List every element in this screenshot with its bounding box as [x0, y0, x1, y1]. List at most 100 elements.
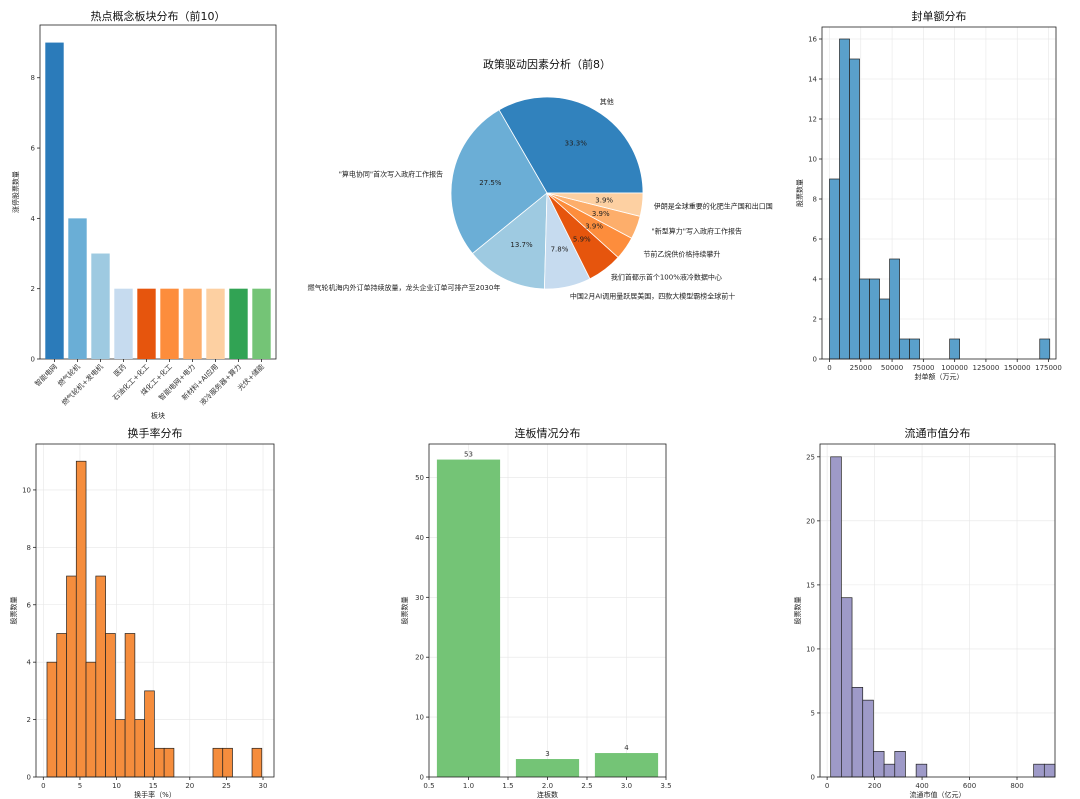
- policy-slice-label: 我们首都示首个100%液冷数据中心: [611, 273, 722, 282]
- float_cap-xlabel: 流通市值（亿元）: [910, 790, 966, 799]
- float_cap-ylabel: 股票数量: [793, 597, 802, 625]
- turnover-ytick-label: 0: [27, 774, 31, 782]
- turnover-bar: [154, 747, 165, 778]
- policy-slice-label: 节前乙烷供价格持续攀升: [643, 249, 720, 258]
- policy-slice-percent: 7.8%: [551, 246, 569, 254]
- seal-axes-frame: [821, 26, 1057, 360]
- concept-chart: 热点概念板块分布（前10）02468涨停股票数量智能电网燃气轮机燃气轮机+发电机…: [11, 9, 277, 420]
- float_cap-title: 流通市值分布: [905, 426, 971, 440]
- streak-xtick-label: 3.0: [621, 782, 632, 790]
- policy-chart: 政策驱动因素分析（前8） 33.3% 其他 27.5% "算电协同"首次写入政府工作报告…: [308, 57, 773, 301]
- turnover-bar: [124, 633, 136, 778]
- seal-chart: 封单额分布 0 2 4 6 8 10 12 14 16 0 25000 50000 75000 100000…: [795, 9, 1062, 381]
- streak-ylabel: 股票数量: [400, 597, 409, 625]
- turnover-axes-frame: [35, 443, 275, 778]
- seal-xtick-label: 0: [827, 364, 831, 372]
- policy-slice-label: 伊朗是全球重要的化肥生产国和出口国: [654, 201, 773, 210]
- turnover-xtick-label: 0: [41, 782, 45, 790]
- policy-slice: [498, 96, 644, 194]
- float_cap-xtick-label: 0: [825, 782, 829, 790]
- seal-title: 封单额分布: [912, 9, 967, 23]
- streak-xtick-label: 2.0: [542, 782, 553, 790]
- float_cap-ytick-label: 15: [806, 581, 815, 589]
- streak-xtick-label: 0.5: [423, 782, 434, 790]
- float_cap-chart: 流通市值分布 0 5 10 15 20 25 0 200 400 600 800 股票数量流通市值（亿元…: [793, 426, 1056, 799]
- turnover-xtick-label: 25: [222, 782, 231, 790]
- seal-xtick-label: 175000: [1035, 364, 1062, 372]
- streak-xtick-label: 1.0: [463, 782, 474, 790]
- float_cap-xtick-label: 200: [868, 782, 881, 790]
- float_cap-bar: [1043, 763, 1056, 778]
- seal-bar: [909, 338, 920, 360]
- seal-xtick-label: 125000: [973, 364, 1000, 372]
- policy-slice-percent: 3.9%: [585, 223, 603, 231]
- turnover-bar: [114, 719, 126, 778]
- policy-slice-percent: 27.5%: [479, 179, 502, 187]
- streak-ytick-label: 0: [420, 774, 424, 782]
- concept-title: 热点概念板块分布（前10）: [91, 9, 226, 23]
- turnover-title: 换手率分布: [128, 426, 183, 440]
- turnover-bar: [105, 633, 116, 778]
- policy-slice: [471, 192, 548, 290]
- concept-bar: [68, 218, 87, 359]
- seal-ytick-label: 4: [813, 276, 818, 284]
- policy-slice-percent: 13.7%: [510, 241, 533, 249]
- streak-ytick-label: 40: [415, 534, 424, 542]
- concept-ytick-label: 8: [31, 74, 35, 82]
- concept-bar: [252, 288, 271, 359]
- streak-data-label: 53: [464, 451, 473, 459]
- turnover-xtick-label: 5: [78, 782, 82, 790]
- seal-ylabel: 股票数量: [795, 179, 804, 207]
- seal-xtick-label: 150000: [1004, 364, 1031, 372]
- seal-ytick-label: 8: [813, 196, 817, 204]
- turnover-xlabel: 换手率（%）: [134, 790, 176, 799]
- float_cap-ytick-label: 5: [811, 709, 815, 717]
- policy-title: 政策驱动因素分析（前8）: [483, 57, 611, 71]
- seal-ytick-label: 0: [813, 356, 817, 364]
- streak-bar: [594, 753, 659, 777]
- streak-ytick-label: 50: [415, 474, 424, 482]
- streak-title: 连板情况分布: [515, 426, 581, 440]
- streak-chart: 连板情况分布 0 10 20 30 40 50 53 3 4 0.5 1.0 1.5 2.0 2.5 3.0 3…: [400, 426, 672, 799]
- float_cap-bar: [873, 751, 885, 778]
- float_cap-bar: [841, 597, 853, 778]
- turnover-bar: [85, 661, 97, 778]
- concept-ytick-label: 4: [31, 215, 36, 223]
- turnover-bar: [251, 747, 263, 778]
- turnover-bar: [56, 633, 67, 778]
- float_cap-xtick-label: 400: [915, 782, 928, 790]
- float_cap-bar: [830, 456, 842, 778]
- turnover-bar: [46, 661, 58, 778]
- seal-bar: [889, 258, 900, 360]
- float_cap-bar: [883, 763, 896, 778]
- seal-ytick-label: 12: [808, 116, 817, 124]
- turnover-ytick-label: 4: [27, 659, 32, 667]
- seal-bar: [849, 58, 860, 360]
- concept-bar: [229, 288, 248, 359]
- concept-ytick-label: 0: [31, 356, 35, 364]
- turnover-ytick-label: 10: [22, 486, 31, 494]
- policy-slice-percent: 33.3%: [565, 140, 588, 148]
- streak-xtick-label: 2.5: [581, 782, 592, 790]
- turnover-bar: [163, 747, 175, 778]
- streak-ytick-label: 30: [415, 594, 424, 602]
- seal-ytick-label: 10: [808, 156, 817, 164]
- float_cap-bar: [851, 686, 864, 778]
- float_cap-xtick-label: 600: [963, 782, 976, 790]
- policy-slice-label: 其他: [600, 97, 614, 106]
- concept-ytick-label: 2: [31, 285, 35, 293]
- streak-data-label: 4: [624, 744, 629, 752]
- seal-xtick-label: 50000: [881, 364, 903, 372]
- policy-slice-label: 燃气轮机海内外订单持续放量，龙头企业订单可排产至2030年: [308, 283, 501, 292]
- concept-axes-frame: [39, 24, 277, 360]
- seal-ytick-label: 2: [813, 316, 817, 324]
- turnover-bar: [144, 690, 155, 778]
- turnover-ytick-label: 6: [27, 601, 32, 609]
- seal-bar: [899, 338, 910, 360]
- float_cap-bar: [894, 751, 906, 778]
- float_cap-ytick-label: 10: [806, 645, 815, 653]
- policy-slice-label: "算电协同"首次写入政府工作报告: [339, 169, 443, 178]
- turnover-ytick-label: 8: [27, 544, 31, 552]
